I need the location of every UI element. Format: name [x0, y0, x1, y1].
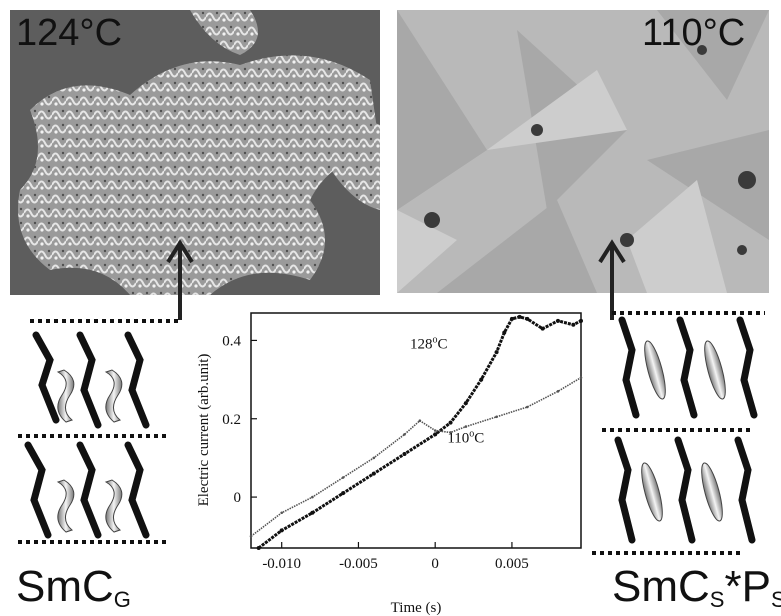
y-tick-label: 0	[234, 490, 242, 506]
photo-110c: 110°C	[397, 10, 769, 293]
data-point	[579, 376, 583, 379]
photo-temp-label-110c: 110°C	[642, 12, 746, 54]
data-point	[279, 528, 284, 533]
x-tick-label: 0	[431, 556, 439, 572]
data-point	[540, 326, 545, 331]
series-line-1	[250, 376, 582, 537]
data-point	[418, 419, 422, 423]
phase-label-left: SmCG	[16, 562, 131, 613]
data-point	[463, 401, 468, 406]
x-axis-label: Time (s)	[391, 600, 442, 616]
x-tick-label: -0.010	[262, 556, 301, 572]
data-point	[433, 429, 437, 432]
data-point	[372, 456, 376, 460]
data-point	[280, 511, 283, 515]
data-point	[433, 432, 438, 437]
series-label: 110oC	[447, 428, 484, 446]
data-point	[571, 322, 576, 327]
y-tick-label: 0.2	[222, 412, 241, 428]
y-axis-label: Electric current (arb.unit)	[196, 354, 212, 507]
data-point	[249, 534, 253, 538]
data-point	[525, 316, 530, 321]
data-point	[371, 471, 376, 476]
data-point	[448, 420, 453, 425]
photo-124c: 124°C	[10, 10, 380, 295]
data-point	[449, 431, 452, 434]
data-point	[311, 495, 314, 499]
data-point	[556, 390, 560, 393]
data-point	[555, 318, 560, 323]
x-tick-label: 0.005	[495, 556, 529, 572]
data-point	[341, 491, 346, 496]
phase-right-mid: *P	[724, 562, 771, 611]
data-point	[495, 415, 498, 419]
data-point	[517, 314, 522, 319]
data-point	[494, 350, 499, 355]
data-point	[403, 433, 406, 436]
photo-110c-texture	[397, 10, 769, 293]
data-point	[579, 318, 583, 323]
phase-left-sub: G	[113, 587, 131, 612]
data-point	[509, 316, 514, 321]
data-point	[502, 330, 507, 335]
phase-left-main: SmC	[16, 562, 114, 611]
arrow-left	[166, 239, 194, 320]
plot-frame	[250, 312, 582, 549]
phase-right-sub2: S	[770, 587, 781, 612]
x-tick-label: -0.005	[339, 556, 378, 572]
series-label: 128oC	[410, 334, 448, 352]
y-tick-label: 0.4	[222, 333, 241, 349]
photo-124c-texture	[10, 10, 380, 295]
phase-right-sub1: S	[709, 587, 725, 612]
photo-temp-label-124c: 124°C	[16, 12, 123, 54]
data-point	[402, 452, 407, 456]
data-point	[256, 546, 261, 550]
arrow-right	[598, 239, 626, 320]
data-point	[310, 510, 315, 515]
phase-right-main: SmC	[612, 562, 710, 611]
data-point	[464, 425, 468, 428]
phase-label-right: SmCS*PS	[612, 562, 781, 613]
data-point	[525, 405, 529, 409]
data-point	[479, 377, 484, 382]
data-point	[341, 476, 345, 479]
